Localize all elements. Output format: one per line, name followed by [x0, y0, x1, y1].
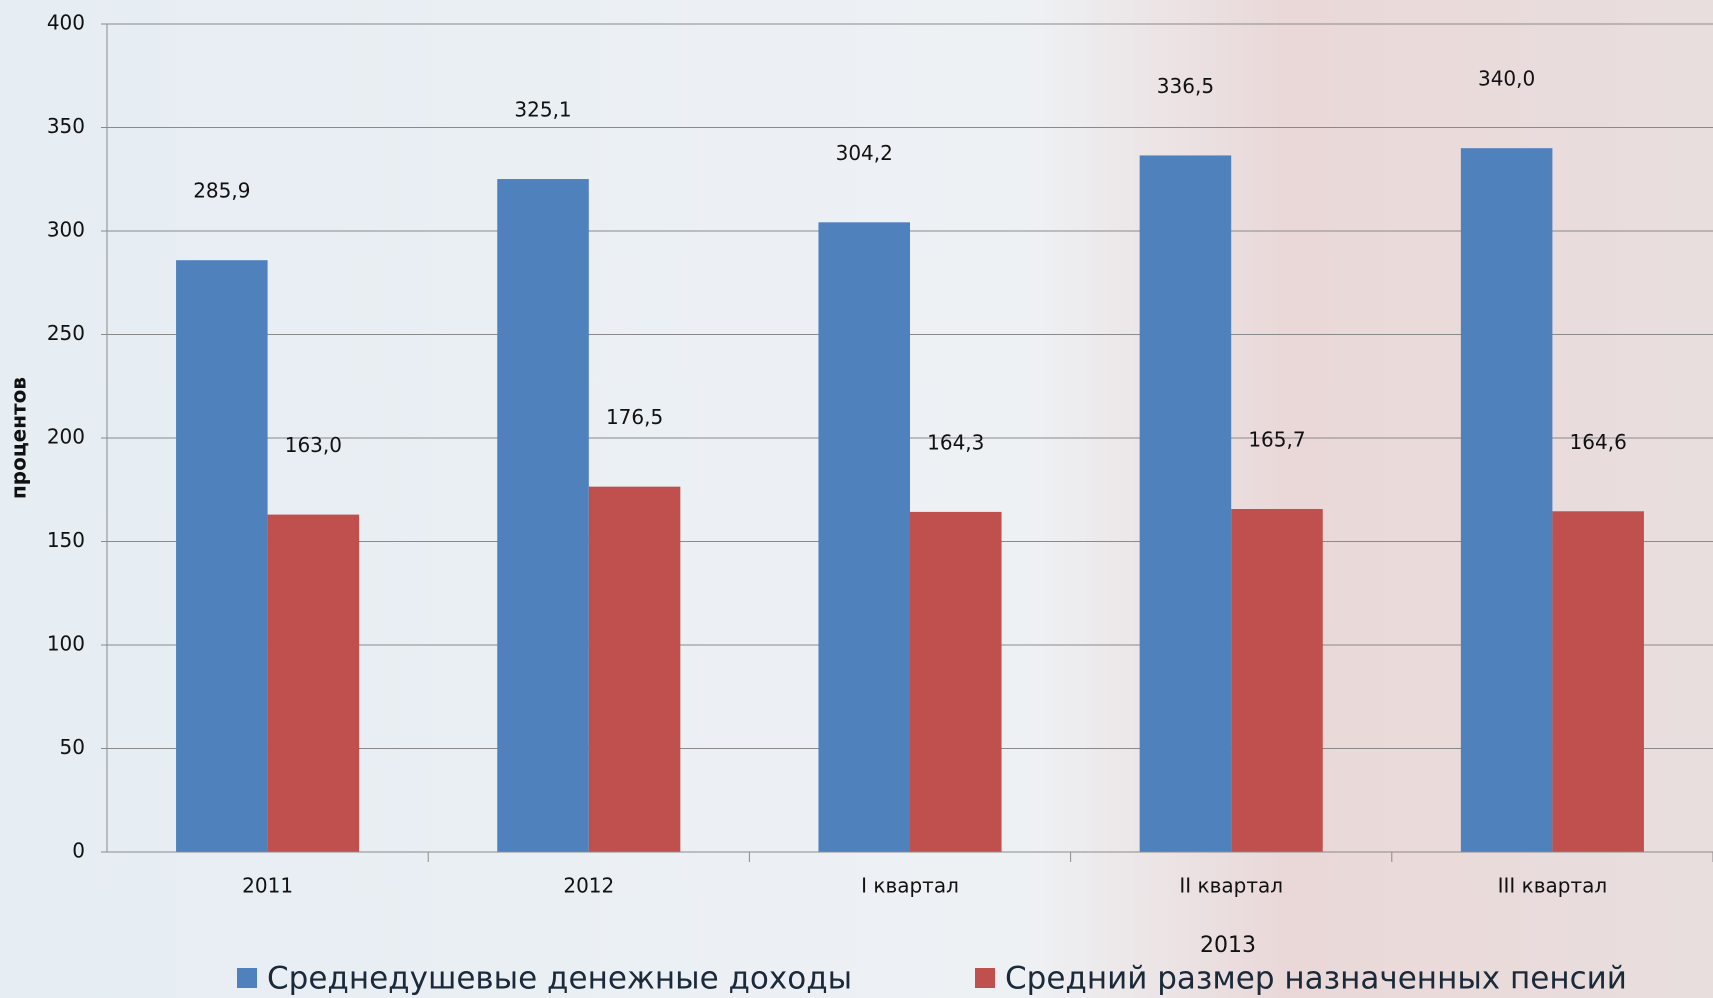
data-label: 176,5	[606, 405, 663, 429]
data-label: 165,7	[1248, 428, 1305, 452]
bar	[176, 260, 268, 852]
y-tick-label: 350	[47, 114, 85, 138]
data-label: 285,9	[193, 179, 250, 203]
bar	[589, 487, 681, 852]
bar	[910, 512, 1002, 852]
bar	[1140, 155, 1232, 852]
y-tick-label: 250	[47, 321, 85, 345]
y-tick-label: 400	[47, 11, 85, 35]
x-group-label: 2013	[1200, 933, 1256, 958]
legend: Среднедушевые денежные доходы	[267, 961, 852, 997]
data-label: 340,0	[1478, 67, 1535, 91]
legend: Средний размер назначенных пенсий	[1005, 961, 1627, 997]
x-tick-label: 2011	[242, 874, 293, 898]
bar	[1552, 511, 1644, 852]
x-tick-label: II квартал	[1179, 874, 1283, 898]
y-tick-label: 0	[72, 839, 85, 863]
legend-swatch	[237, 968, 257, 988]
y-tick-label: 200	[47, 425, 85, 449]
data-label: 325,1	[514, 98, 571, 122]
bar	[497, 179, 589, 852]
legend-swatch	[975, 968, 995, 988]
x-tick-label: 2012	[563, 874, 614, 898]
data-label: 304,2	[836, 141, 893, 165]
data-label: 164,3	[927, 430, 984, 454]
x-tick-label: I квартал	[861, 874, 959, 898]
data-label: 163,0	[285, 433, 342, 457]
x-tick-label: III квартал	[1498, 874, 1608, 898]
bar	[818, 222, 910, 852]
chart: процентов 2013 0 50 100 150 200 250 300 350 400 2…	[0, 0, 1713, 998]
y-tick-label: 100	[47, 632, 85, 656]
bar	[1461, 148, 1553, 852]
y-axis-label: процентов	[7, 377, 31, 499]
y-tick-label: 300	[47, 218, 85, 242]
bar	[1231, 509, 1323, 852]
y-tick-label: 50	[60, 735, 85, 759]
data-label: 336,5	[1157, 74, 1214, 98]
y-tick-label: 150	[47, 528, 85, 552]
bar	[268, 515, 360, 852]
data-label: 164,6	[1570, 430, 1627, 454]
